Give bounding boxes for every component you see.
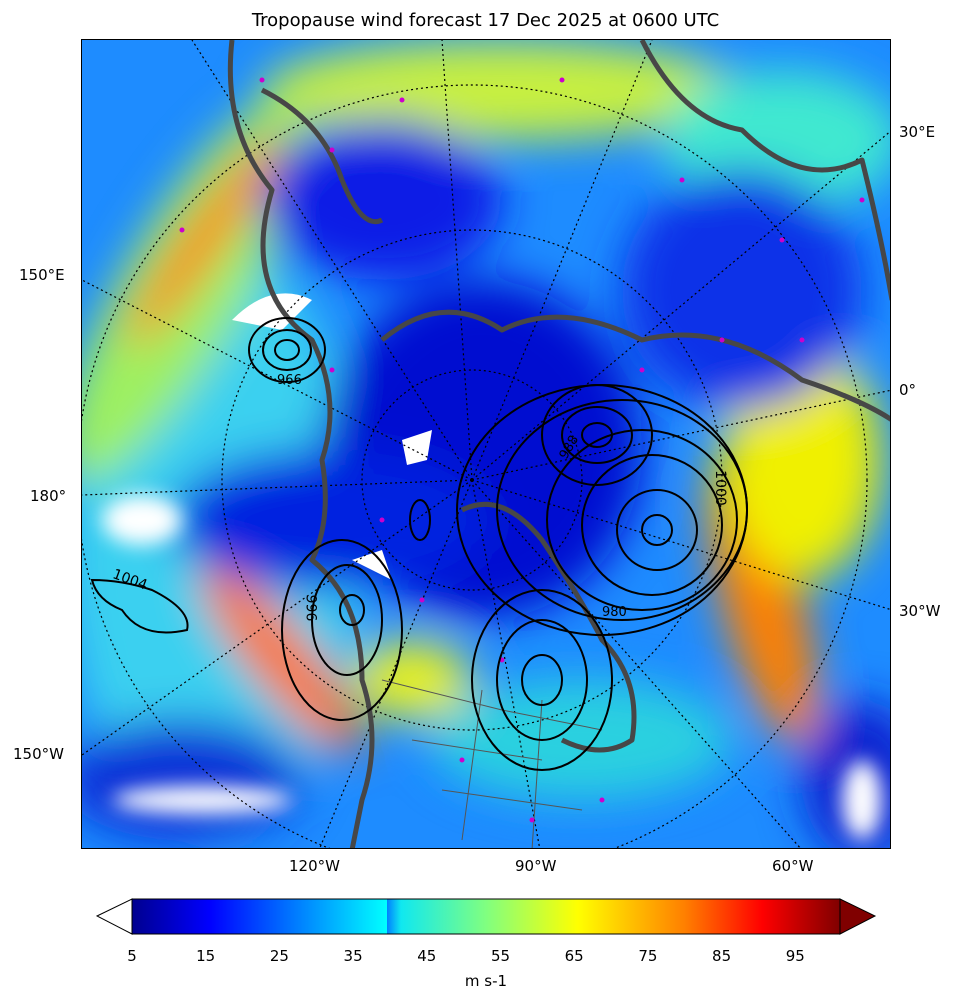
lon-label-60w: 60°W bbox=[772, 857, 814, 875]
colorbar-tick-label: 55 bbox=[490, 947, 511, 965]
contour-label: 980 bbox=[602, 605, 627, 620]
pressure-contours bbox=[90, 317, 748, 771]
wind-field bbox=[82, 40, 890, 848]
colorbar-tick-label: 85 bbox=[712, 947, 732, 965]
colorbar-label: m s-1 bbox=[464, 972, 508, 990]
coastlines bbox=[227, 40, 890, 848]
colorbar-tick-label: 25 bbox=[269, 947, 289, 965]
wind-map: 1004 996 1000 980 988 996 bbox=[81, 39, 891, 849]
lon-label-120w: 120°W bbox=[289, 857, 340, 875]
colorbar-tick-label: 95 bbox=[785, 947, 805, 965]
colorbar-over-extension bbox=[839, 898, 877, 935]
lon-label-0: 0° bbox=[899, 381, 917, 399]
contour-label: 1000 bbox=[711, 470, 728, 506]
contour-label: 996 bbox=[277, 370, 302, 385]
colorbar-under-extension bbox=[96, 898, 133, 935]
colorbar-tick-label: 65 bbox=[564, 947, 584, 965]
station-markers bbox=[179, 77, 865, 823]
colorbar-tick-label: 75 bbox=[638, 947, 658, 965]
colorbar-tick-label: 45 bbox=[417, 947, 437, 965]
colorbar-tick-label: 35 bbox=[343, 947, 363, 965]
contour-label: 996 bbox=[302, 594, 319, 622]
graticule bbox=[82, 40, 890, 848]
lon-label-150e: 150°E bbox=[19, 266, 65, 284]
colorbar-tick-label: 15 bbox=[196, 947, 216, 965]
lon-label-90w: 90°W bbox=[515, 857, 557, 875]
lon-label-30w: 30°W bbox=[899, 602, 941, 620]
colorbar-gradient bbox=[131, 898, 841, 935]
colorbar bbox=[96, 898, 877, 935]
lon-label-150w: 150°W bbox=[13, 745, 64, 763]
lon-label-180: 180° bbox=[30, 487, 67, 505]
colorbar-tick-label: 5 bbox=[127, 947, 137, 965]
lon-label-30e: 30°E bbox=[899, 123, 936, 141]
map-title: Tropopause wind forecast 17 Dec 2025 at … bbox=[251, 10, 720, 31]
